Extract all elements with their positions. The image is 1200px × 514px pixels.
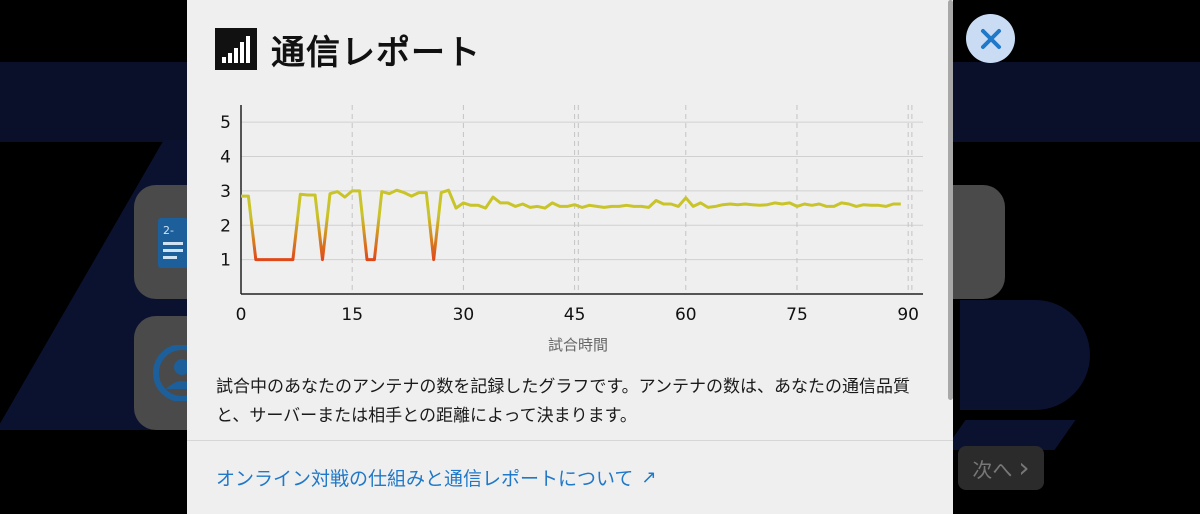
document-icon: 2- — [158, 218, 188, 268]
next-button-label: 次へ — [972, 457, 1013, 482]
y-tick-label: 5 — [220, 113, 231, 133]
card-badge: 2- — [163, 224, 174, 237]
dialog-title: 通信レポート — [271, 32, 481, 73]
x-tick-label: 0 — [236, 305, 247, 325]
help-link-label: オンライン対戦の仕組みと通信レポートについて — [216, 468, 634, 490]
chevron-right-icon: › — [1018, 451, 1030, 484]
dialog-header: 通信レポート — [215, 26, 481, 73]
x-tick-label: 30 — [453, 305, 475, 325]
next-button[interactable]: 次へ › — [958, 446, 1044, 490]
divider — [187, 440, 953, 441]
y-tick-label: 1 — [220, 251, 231, 271]
online-battle-help-link[interactable]: オンライン対戦の仕組みと通信レポートについて ↗ — [216, 464, 657, 491]
chart-description: 試合中のあなたのアンテナの数を記録したグラフです。アンテナの数は、あなたの通信品… — [216, 377, 910, 426]
background-decoration — [960, 300, 1090, 410]
antenna-series-line — [241, 188, 901, 262]
x-tick-label: 45 — [564, 305, 586, 325]
scrollbar[interactable] — [948, 0, 953, 400]
connection-report-dialog: 通信レポート 1 2 3 4 5 0 15 30 45 60 75 90 試合時間 試合中のあなたのアン… — [187, 0, 953, 514]
signal-strength-icon — [215, 28, 257, 70]
x-tick-label: 75 — [786, 305, 808, 325]
x-axis-label: 試合時間 — [548, 336, 608, 354]
x-tick-label: 60 — [675, 305, 697, 325]
x-tick-label: 90 — [897, 305, 919, 325]
y-tick-label: 4 — [220, 148, 231, 168]
x-tick-label: 15 — [341, 305, 363, 325]
y-tick-label: 3 — [220, 182, 231, 202]
external-link-icon: ↗ — [641, 467, 657, 488]
close-button[interactable] — [966, 14, 1015, 63]
antenna-chart: 1 2 3 4 5 0 15 30 45 60 75 90 試合時間 — [187, 90, 953, 360]
close-icon — [980, 28, 1001, 49]
user-icon — [150, 344, 211, 402]
y-tick-label: 2 — [220, 216, 231, 236]
